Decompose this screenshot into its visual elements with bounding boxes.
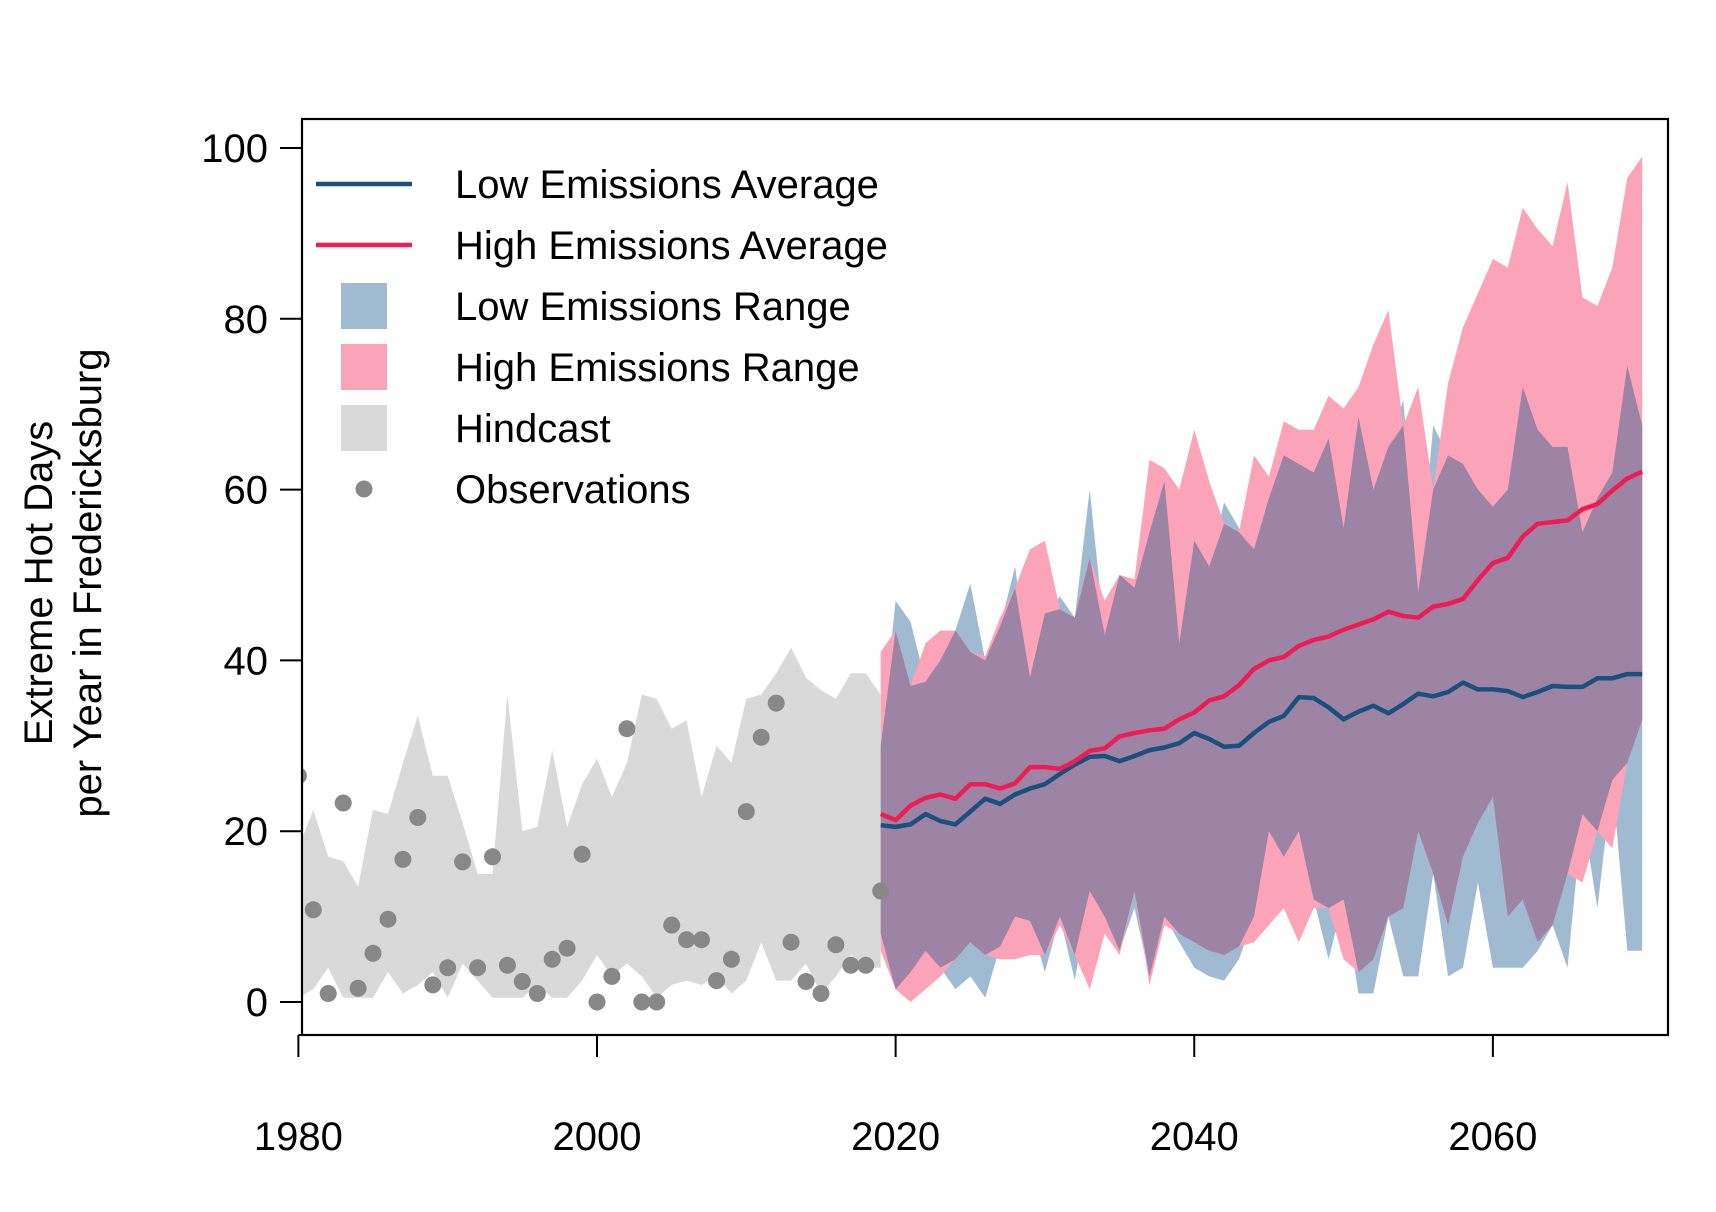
observation-point [737, 803, 755, 821]
observation-point [827, 936, 845, 954]
legend-dot-swatch [355, 480, 373, 498]
legend-box-swatch [341, 283, 387, 329]
observation-point [618, 720, 636, 738]
y-tick-label: 60 [224, 469, 269, 513]
observation-point [454, 853, 472, 871]
observation-point [409, 809, 427, 826]
observation-point [797, 973, 815, 990]
legend-box-swatch [341, 405, 387, 451]
y-tick-label: 80 [224, 298, 269, 342]
observation-point [498, 956, 516, 974]
hindcast-band [302, 647, 881, 998]
observation-point [693, 931, 710, 949]
observation-point [469, 959, 487, 977]
y-tick-label: 0 [246, 981, 268, 1025]
legend-item-hindcast: Hindcast [341, 405, 611, 451]
observation-point [319, 985, 337, 1002]
observation-point [633, 993, 651, 1011]
observation-point [842, 956, 860, 974]
observation-point [782, 933, 800, 951]
high-emissions-average-line [879, 469, 1644, 823]
observation-point [304, 901, 322, 919]
observation-point [573, 845, 591, 863]
observation-point [872, 882, 890, 900]
legend-label: Low Emissions Range [455, 285, 851, 329]
legend-item-high-range: High Emissions Range [341, 344, 860, 390]
observation-point [484, 848, 501, 866]
observation-point [513, 973, 531, 990]
observation-point [588, 993, 606, 1011]
x-axis: 1980 2000 2020 2040 2060 [254, 1034, 1537, 1159]
legend-item-high-avg: High Emissions Average [316, 224, 888, 268]
observation-point [543, 950, 561, 968]
x-tick-label: 2020 [851, 1115, 940, 1159]
legend-label: Observations [455, 468, 691, 512]
observation-point [528, 985, 546, 1002]
legend-box-swatch [341, 344, 387, 390]
observations-series [275, 694, 890, 1011]
legend-item-low-range: Low Emissions Range [341, 283, 851, 329]
legend-item-low-avg: Low Emissions Average [316, 163, 879, 207]
observation-point [603, 967, 621, 985]
x-tick-label: 2040 [1150, 1115, 1239, 1159]
observation-point [857, 956, 875, 974]
legend-item-observations: Observations [355, 468, 691, 512]
y-axis-title-line-2: per Year in Fredericksburg [66, 348, 110, 817]
y-tick-label: 20 [224, 810, 269, 854]
y-tick-label: 40 [224, 639, 269, 683]
observation-point [812, 985, 830, 1002]
x-tick-label: 1980 [254, 1115, 343, 1159]
observation-point [334, 794, 352, 812]
x-tick-label: 2000 [553, 1115, 642, 1159]
observation-point [558, 939, 576, 957]
y-axis-title-line-1: Extreme Hot Days [17, 421, 61, 746]
observation-point [767, 694, 785, 712]
legend-label: High Emissions Range [455, 346, 860, 390]
y-axis: 0 20 40 60 80 100 [201, 127, 303, 1025]
observation-point [364, 944, 382, 962]
observation-point [678, 931, 696, 949]
range-overlap-band [880, 365, 1643, 990]
plot-area [275, 156, 1644, 1011]
low-emissions-average-line [880, 671, 1643, 830]
observation-point [439, 959, 457, 977]
observation-point [663, 916, 681, 934]
observation-point [424, 976, 442, 994]
observation-point [349, 979, 367, 997]
observation-point [379, 910, 397, 928]
legend-label: High Emissions Average [455, 224, 888, 268]
legend: Low Emissions Average High Emissions Aver… [316, 163, 888, 512]
legend-label: Low Emissions Average [455, 163, 879, 207]
y-tick-label: 100 [201, 127, 268, 171]
observation-point [275, 976, 292, 993]
observation-point [394, 850, 412, 868]
observation-point [648, 993, 666, 1011]
x-tick-label: 2060 [1448, 1115, 1537, 1159]
observation-point [708, 972, 725, 990]
legend-label: Hindcast [455, 407, 611, 451]
observation-point [752, 728, 770, 746]
observation-point [722, 950, 740, 968]
observation-point [302, 768, 307, 784]
